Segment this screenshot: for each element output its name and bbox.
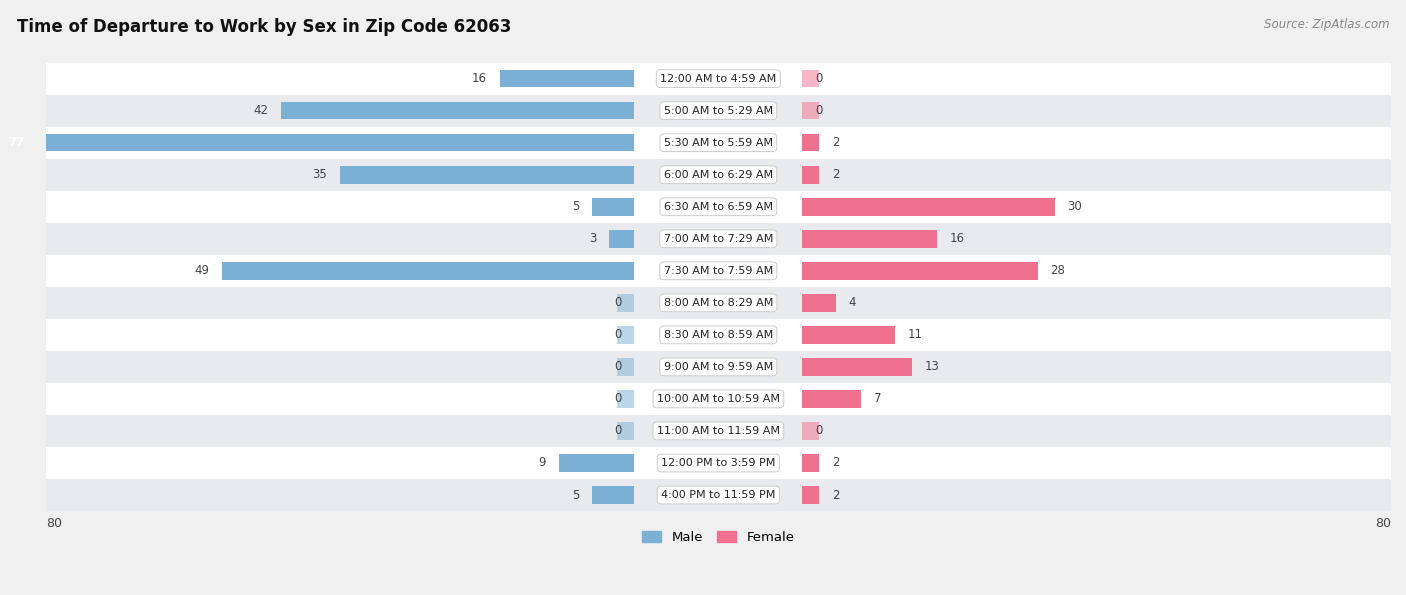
Bar xyxy=(617,358,634,375)
Text: 9:00 AM to 9:59 AM: 9:00 AM to 9:59 AM xyxy=(664,362,773,372)
Bar xyxy=(803,326,894,344)
Text: 4: 4 xyxy=(849,296,856,309)
Text: 5:30 AM to 5:59 AM: 5:30 AM to 5:59 AM xyxy=(664,137,773,148)
Text: 28: 28 xyxy=(1050,264,1066,277)
Text: 80: 80 xyxy=(1375,518,1391,530)
Text: 0: 0 xyxy=(614,361,621,374)
Text: 7: 7 xyxy=(875,393,882,405)
Bar xyxy=(45,415,1391,447)
Text: 42: 42 xyxy=(253,104,269,117)
Bar xyxy=(803,198,1054,215)
Text: 2: 2 xyxy=(832,488,839,502)
Bar xyxy=(803,134,820,152)
Bar xyxy=(45,159,1391,191)
Bar xyxy=(803,390,862,408)
Text: 30: 30 xyxy=(1067,201,1083,213)
Text: 2: 2 xyxy=(832,456,839,469)
Text: 12:00 PM to 3:59 PM: 12:00 PM to 3:59 PM xyxy=(661,458,776,468)
Text: 2: 2 xyxy=(832,168,839,181)
Text: 8:00 AM to 8:29 AM: 8:00 AM to 8:29 AM xyxy=(664,298,773,308)
Text: Time of Departure to Work by Sex in Zip Code 62063: Time of Departure to Work by Sex in Zip … xyxy=(17,18,512,36)
Bar xyxy=(592,198,634,215)
Text: 11: 11 xyxy=(907,328,922,342)
Bar xyxy=(45,383,1391,415)
Text: 35: 35 xyxy=(312,168,328,181)
Bar xyxy=(609,230,634,248)
Bar xyxy=(222,262,634,280)
Bar xyxy=(558,454,634,472)
Bar xyxy=(592,486,634,504)
Text: 16: 16 xyxy=(949,232,965,245)
Text: 11:00 AM to 11:59 AM: 11:00 AM to 11:59 AM xyxy=(657,426,780,436)
Bar xyxy=(340,166,634,183)
Bar xyxy=(803,262,1038,280)
Text: 9: 9 xyxy=(538,456,546,469)
Bar xyxy=(45,95,1391,127)
Bar xyxy=(617,294,634,312)
Text: 6:30 AM to 6:59 AM: 6:30 AM to 6:59 AM xyxy=(664,202,773,212)
Bar xyxy=(45,351,1391,383)
Text: 13: 13 xyxy=(924,361,939,374)
Bar xyxy=(45,287,1391,319)
Bar xyxy=(803,102,820,120)
Bar xyxy=(803,166,820,183)
Bar xyxy=(45,223,1391,255)
Text: 0: 0 xyxy=(614,393,621,405)
Bar xyxy=(803,486,820,504)
Bar xyxy=(803,454,820,472)
Text: 4:00 PM to 11:59 PM: 4:00 PM to 11:59 PM xyxy=(661,490,776,500)
Text: 7:30 AM to 7:59 AM: 7:30 AM to 7:59 AM xyxy=(664,266,773,276)
Bar xyxy=(803,70,820,87)
Text: 3: 3 xyxy=(589,232,596,245)
Text: 49: 49 xyxy=(194,264,209,277)
Bar xyxy=(0,134,634,152)
Text: 7:00 AM to 7:29 AM: 7:00 AM to 7:29 AM xyxy=(664,234,773,244)
Bar xyxy=(45,319,1391,351)
Text: Source: ZipAtlas.com: Source: ZipAtlas.com xyxy=(1264,18,1389,31)
Bar xyxy=(803,294,837,312)
Text: 0: 0 xyxy=(815,424,823,437)
Bar xyxy=(803,422,820,440)
Text: 0: 0 xyxy=(614,328,621,342)
Text: 12:00 AM to 4:59 AM: 12:00 AM to 4:59 AM xyxy=(661,74,776,84)
Text: 16: 16 xyxy=(472,72,486,85)
Text: 5: 5 xyxy=(572,201,579,213)
Bar xyxy=(281,102,634,120)
Legend: Male, Female: Male, Female xyxy=(637,525,800,549)
Text: 10:00 AM to 10:59 AM: 10:00 AM to 10:59 AM xyxy=(657,394,780,404)
Bar xyxy=(803,358,911,375)
Bar xyxy=(617,422,634,440)
Bar xyxy=(499,70,634,87)
Text: 8:30 AM to 8:59 AM: 8:30 AM to 8:59 AM xyxy=(664,330,773,340)
Bar xyxy=(803,230,936,248)
Text: 80: 80 xyxy=(45,518,62,530)
Text: 5:00 AM to 5:29 AM: 5:00 AM to 5:29 AM xyxy=(664,106,773,115)
Bar xyxy=(45,62,1391,95)
Text: 6:00 AM to 6:29 AM: 6:00 AM to 6:29 AM xyxy=(664,170,773,180)
Bar xyxy=(45,255,1391,287)
Text: 0: 0 xyxy=(614,296,621,309)
Bar xyxy=(45,127,1391,159)
Text: 0: 0 xyxy=(614,424,621,437)
Bar xyxy=(45,479,1391,511)
Text: 5: 5 xyxy=(572,488,579,502)
Text: 0: 0 xyxy=(815,104,823,117)
Bar xyxy=(45,191,1391,223)
Text: 77: 77 xyxy=(8,136,24,149)
Bar xyxy=(617,326,634,344)
Text: 2: 2 xyxy=(832,136,839,149)
Bar xyxy=(617,390,634,408)
Text: 0: 0 xyxy=(815,72,823,85)
Bar xyxy=(45,447,1391,479)
